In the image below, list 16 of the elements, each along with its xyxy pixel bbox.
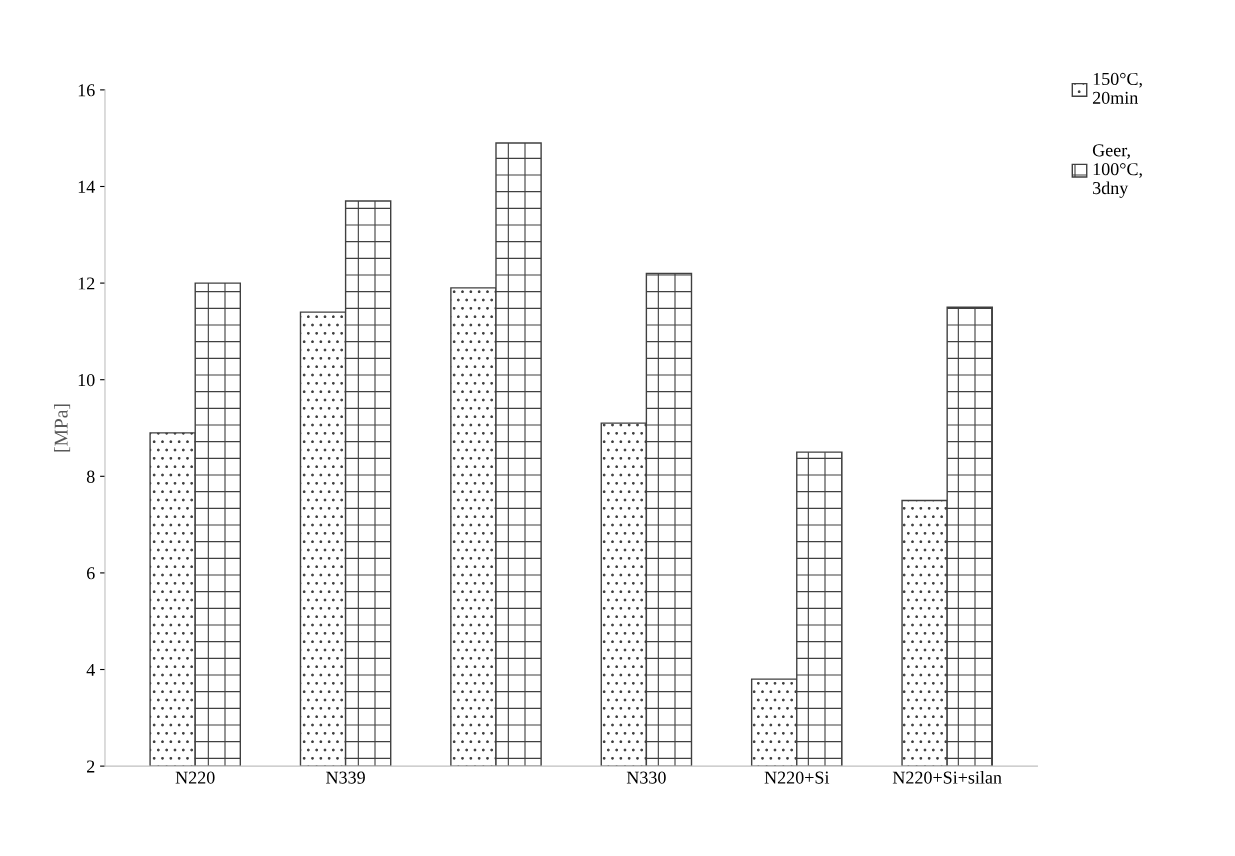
y-axis-title: [MPa] <box>54 404 71 452</box>
legend-label: 150°C, 20min <box>1092 72 1142 104</box>
x-tick-label: N220+Si <box>764 771 830 784</box>
y-tick-label: 10 <box>78 373 95 387</box>
x-tick-label: N220 <box>175 771 215 784</box>
y-tick-label: 4 <box>86 663 95 676</box>
y-tick-label: 6 <box>87 567 95 580</box>
y-tick-label: 12 <box>78 277 95 290</box>
y-tick-label: 8 <box>86 470 95 483</box>
y-tick-label: 14 <box>78 180 95 193</box>
x-tick-label: N330 <box>626 771 666 784</box>
x-tick-label: N220+Si+silan <box>892 770 1002 784</box>
y-tick-label: 2 <box>87 760 95 773</box>
y-tick-label: 16 <box>78 84 95 97</box>
x-tick-label: N339 <box>326 771 365 784</box>
legend-label: Geer, 100°C, 3dny <box>1092 144 1142 198</box>
